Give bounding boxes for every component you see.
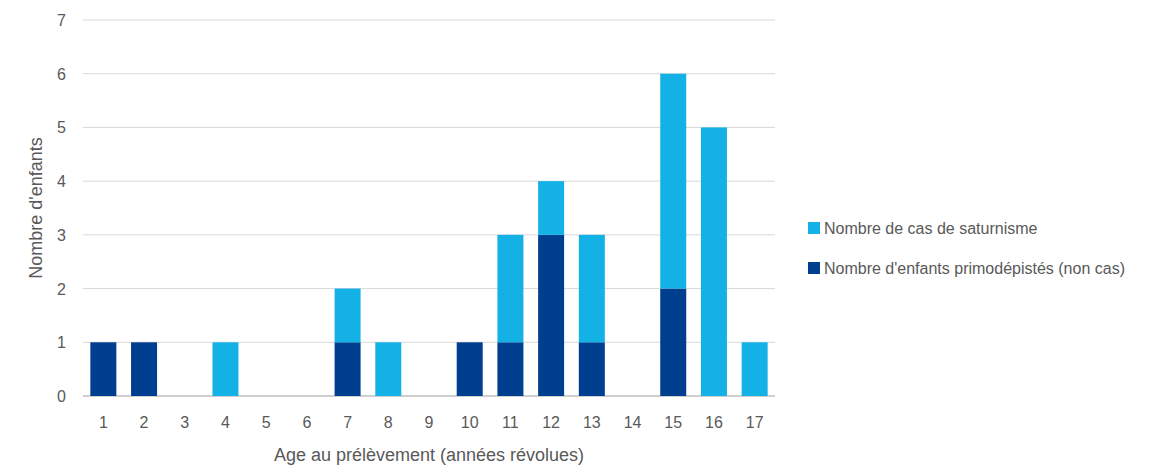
bar: [701, 127, 727, 396]
x-tick-label: 3: [180, 414, 189, 431]
x-tick-label: 14: [624, 414, 642, 431]
bar: [538, 235, 564, 396]
chart: 012345671234567891011121314151617Age au …: [0, 0, 1151, 472]
bar: [579, 342, 605, 396]
bar: [294, 396, 320, 397]
bar: [620, 396, 646, 397]
bar: [172, 396, 198, 397]
bar: [253, 396, 279, 397]
bar: [90, 342, 116, 343]
y-tick-label: 0: [57, 388, 66, 405]
y-tick-label: 4: [57, 173, 66, 190]
bar: [457, 342, 483, 343]
bar: [660, 289, 686, 396]
bar: [620, 396, 646, 397]
bar: [457, 342, 483, 396]
x-tick-label: 5: [262, 414, 271, 431]
x-tick-label: 4: [221, 414, 230, 431]
y-axis-title: Nombre d'enfants: [26, 137, 46, 279]
bar: [416, 396, 442, 397]
bar: [497, 342, 523, 396]
legend-swatch: [808, 222, 820, 234]
y-tick-label: 2: [57, 281, 66, 298]
bar: [335, 289, 361, 343]
bar: [335, 342, 361, 396]
x-tick-label: 7: [343, 414, 352, 431]
bar: [253, 396, 279, 397]
bar: [90, 342, 116, 396]
bar: [660, 74, 686, 289]
bar: [416, 396, 442, 397]
x-tick-label: 12: [542, 414, 560, 431]
y-tick-label: 6: [57, 66, 66, 83]
bar: [538, 181, 564, 235]
x-tick-label: 8: [384, 414, 393, 431]
legend-label: Nombre d'enfants primodépistés (non cas): [824, 260, 1125, 277]
bar: [131, 342, 157, 343]
bar: [579, 235, 605, 342]
x-tick-label: 10: [461, 414, 479, 431]
y-tick-label: 5: [57, 119, 66, 136]
x-tick-label: 13: [583, 414, 601, 431]
bar: [212, 342, 238, 396]
x-tick-label: 1: [99, 414, 108, 431]
x-axis-title: Age au prélèvement (années révolues): [274, 445, 584, 465]
bar: [742, 342, 768, 396]
x-tick-label: 2: [140, 414, 149, 431]
x-tick-label: 15: [664, 414, 682, 431]
bars: [90, 74, 767, 396]
bar: [375, 342, 401, 396]
x-tick-label: 16: [705, 414, 723, 431]
grid-line: [83, 20, 775, 21]
bar: [172, 396, 198, 397]
bar: [131, 342, 157, 396]
x-tick-label: 9: [425, 414, 434, 431]
x-tick-label: 17: [746, 414, 764, 431]
legend-label: Nombre de cas de saturnisme: [824, 220, 1038, 237]
bar: [294, 396, 320, 397]
legend: Nombre de cas de saturnisme Nombre d'enfa…: [808, 220, 1125, 277]
x-tick-label: 6: [302, 414, 311, 431]
x-tick-label: 11: [502, 414, 519, 431]
y-tick-label: 3: [57, 227, 66, 244]
legend-swatch: [808, 262, 820, 274]
bar: [497, 235, 523, 342]
y-tick-label: 7: [57, 12, 66, 29]
y-tick-label: 1: [57, 334, 66, 351]
